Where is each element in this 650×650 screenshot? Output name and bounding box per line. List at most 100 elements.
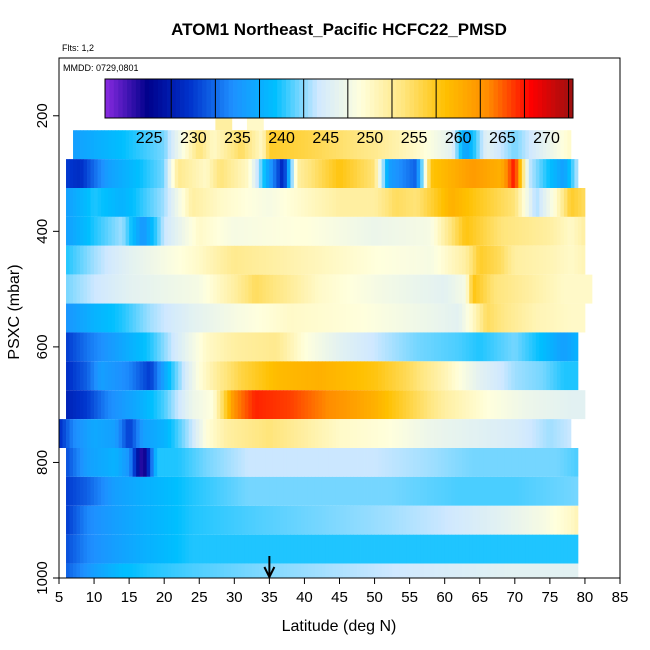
heatmap-cell: [360, 216, 365, 246]
heatmap-cell: [406, 130, 411, 160]
heatmap-cell: [546, 390, 551, 420]
heatmap-cell: [216, 505, 221, 535]
heatmap-cell: [297, 390, 302, 420]
heatmap-cell: [539, 361, 544, 391]
heatmap-cell: [423, 130, 428, 160]
heatmap-cell: [174, 245, 179, 275]
heatmap-cell: [567, 245, 572, 275]
heatmap-cell: [395, 188, 400, 217]
y-axis-label: PSXC (mbar): [6, 264, 23, 359]
heatmap-cell: [325, 303, 330, 333]
heatmap-cell: [174, 216, 179, 246]
heatmap-cell: [314, 476, 319, 506]
heatmap-cell: [276, 476, 281, 506]
heatmap-cell: [216, 188, 221, 217]
heatmap-cell: [469, 159, 474, 188]
heatmap-cell: [206, 303, 211, 333]
heatmap-cell: [146, 476, 151, 506]
heatmap-cell: [167, 245, 172, 275]
heatmap-cell: [304, 303, 309, 333]
heatmap-cell: [360, 303, 365, 333]
heatmap-cell: [223, 274, 228, 304]
heatmap-cell: [490, 419, 495, 448]
heatmap-cell: [97, 188, 102, 217]
heatmap-cell: [546, 159, 551, 188]
heatmap-cell: [507, 274, 512, 304]
heatmap-cell: [465, 448, 470, 477]
heatmap-cell: [584, 274, 589, 304]
heatmap-cell: [181, 245, 186, 275]
heatmap-cell: [153, 361, 158, 391]
heatmap-cell: [132, 130, 137, 160]
heatmap-cell: [94, 245, 98, 275]
heatmap-cell: [125, 332, 130, 362]
marker-layer: [263, 556, 276, 580]
heatmap-cell: [339, 159, 344, 188]
heatmap-cell: [539, 534, 544, 564]
heatmap-cell: [525, 216, 530, 246]
heatmap-cell: [304, 188, 309, 217]
heatmap-cell: [237, 476, 242, 506]
heatmap-cell: [108, 448, 112, 477]
heatmap-cell: [94, 159, 98, 188]
heatmap-cell: [118, 130, 123, 160]
heatmap-cell: [472, 505, 477, 535]
heatmap-cell: [293, 448, 298, 477]
heatmap-cell: [223, 419, 228, 448]
heatmap-cell: [448, 303, 453, 333]
heatmap-cell: [374, 448, 379, 477]
heatmap-cell: [535, 419, 540, 448]
heatmap-cell: [286, 332, 291, 362]
heatmap-cell: [448, 216, 453, 246]
colorbar-segment: [378, 79, 384, 118]
heatmap-cell: [437, 476, 442, 506]
heatmap-cell: [567, 448, 572, 477]
heatmap-cell: [139, 303, 144, 333]
colorbar-segment: [453, 79, 459, 118]
heatmap-cell: [90, 419, 95, 448]
heatmap-cell: [251, 448, 256, 477]
heatmap-cell: [556, 448, 561, 477]
heatmap-cell: [420, 303, 425, 333]
heatmap-cell: [153, 332, 158, 362]
heatmap-cell: [546, 476, 551, 506]
heatmap-cell: [399, 534, 404, 564]
heatmap-cell: [350, 448, 354, 477]
heatmap-cell: [195, 563, 200, 578]
heatmap-cell: [185, 216, 190, 246]
heatmap-cell: [399, 390, 404, 420]
heatmap-cell: [346, 361, 351, 391]
heatmap-cell: [567, 216, 572, 246]
heatmap-cell: [230, 188, 235, 217]
heatmap-cell: [514, 245, 519, 275]
heatmap-cell: [402, 361, 407, 391]
heatmap-cell: [80, 361, 84, 391]
heatmap-cell: [427, 159, 432, 188]
heatmap-cell: [125, 159, 130, 188]
heatmap-cell: [535, 332, 540, 362]
heatmap-cell: [343, 563, 347, 578]
heatmap-cell: [269, 130, 274, 160]
heatmap-cell: [420, 361, 425, 391]
heatmap-cell: [469, 534, 474, 564]
heatmap-cell: [321, 216, 326, 246]
colorbar-segment: [281, 79, 287, 118]
heatmap-cell: [430, 563, 435, 578]
heatmap-cell: [283, 448, 288, 477]
heatmap-cell: [153, 390, 158, 420]
heatmap-cell: [76, 130, 81, 160]
heatmap-cell: [195, 130, 200, 160]
heatmap-cell: [150, 361, 155, 391]
heatmap-cell: [115, 476, 120, 506]
heatmap-cell: [297, 534, 302, 564]
heatmap-cell: [171, 563, 176, 578]
heatmap-cell: [101, 476, 105, 506]
heatmap-cell: [539, 448, 544, 477]
heatmap-cell: [353, 476, 358, 506]
heatmap-cell: [269, 448, 274, 477]
heatmap-cell: [574, 361, 579, 391]
heatmap-cell: [486, 188, 491, 217]
heatmap-cell: [185, 130, 190, 160]
heatmap-cell: [535, 476, 540, 506]
heatmap-cell: [118, 505, 123, 535]
